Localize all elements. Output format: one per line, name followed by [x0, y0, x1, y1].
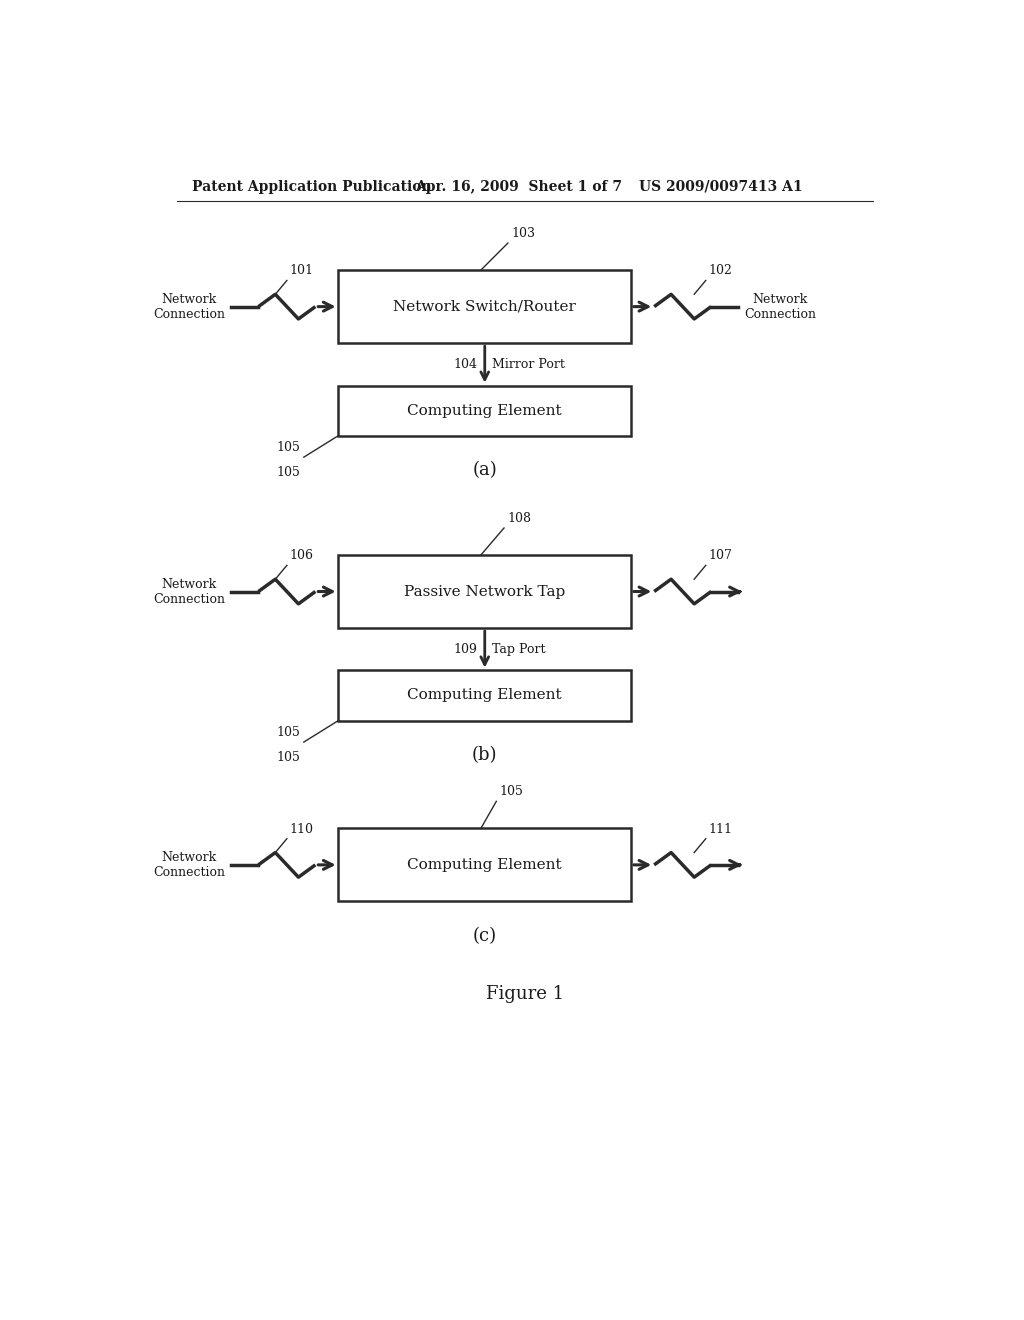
- Bar: [339, 271, 631, 343]
- Text: Patent Application Publication: Patent Application Publication: [193, 180, 432, 194]
- Bar: [339, 671, 631, 721]
- Bar: [339, 829, 631, 902]
- Text: Figure 1: Figure 1: [485, 985, 564, 1003]
- Text: Passive Network Tap: Passive Network Tap: [404, 585, 565, 598]
- Text: 105: 105: [276, 751, 300, 764]
- Text: 110: 110: [289, 822, 313, 836]
- Text: 105: 105: [276, 441, 301, 454]
- Text: 108: 108: [507, 512, 531, 525]
- Text: Tap Port: Tap Port: [493, 643, 546, 656]
- Text: US 2009/0097413 A1: US 2009/0097413 A1: [639, 180, 803, 194]
- Text: Computing Element: Computing Element: [408, 689, 562, 702]
- Text: Network
Connection: Network Connection: [154, 293, 225, 321]
- Text: 102: 102: [708, 264, 732, 277]
- Text: 107: 107: [708, 549, 732, 562]
- Text: Mirror Port: Mirror Port: [493, 358, 565, 371]
- Text: 105: 105: [276, 466, 300, 479]
- Text: Network
Connection: Network Connection: [154, 578, 225, 606]
- Text: 109: 109: [454, 643, 477, 656]
- Text: 103: 103: [511, 227, 535, 240]
- Text: 106: 106: [289, 549, 313, 562]
- Text: (b): (b): [472, 746, 498, 764]
- Text: 105: 105: [500, 785, 523, 799]
- Text: Apr. 16, 2009  Sheet 1 of 7: Apr. 16, 2009 Sheet 1 of 7: [416, 180, 623, 194]
- Text: (a): (a): [472, 461, 497, 479]
- Bar: [339, 554, 631, 628]
- Text: Computing Element: Computing Element: [408, 858, 562, 873]
- Bar: [339, 385, 631, 436]
- Text: Network
Connection: Network Connection: [744, 293, 816, 321]
- Text: 104: 104: [453, 358, 477, 371]
- Text: Network
Connection: Network Connection: [154, 851, 225, 879]
- Text: 105: 105: [276, 726, 301, 739]
- Text: (c): (c): [473, 927, 497, 945]
- Text: 111: 111: [708, 822, 732, 836]
- Text: 101: 101: [289, 264, 313, 277]
- Text: Computing Element: Computing Element: [408, 404, 562, 417]
- Text: Network Switch/Router: Network Switch/Router: [393, 300, 577, 314]
